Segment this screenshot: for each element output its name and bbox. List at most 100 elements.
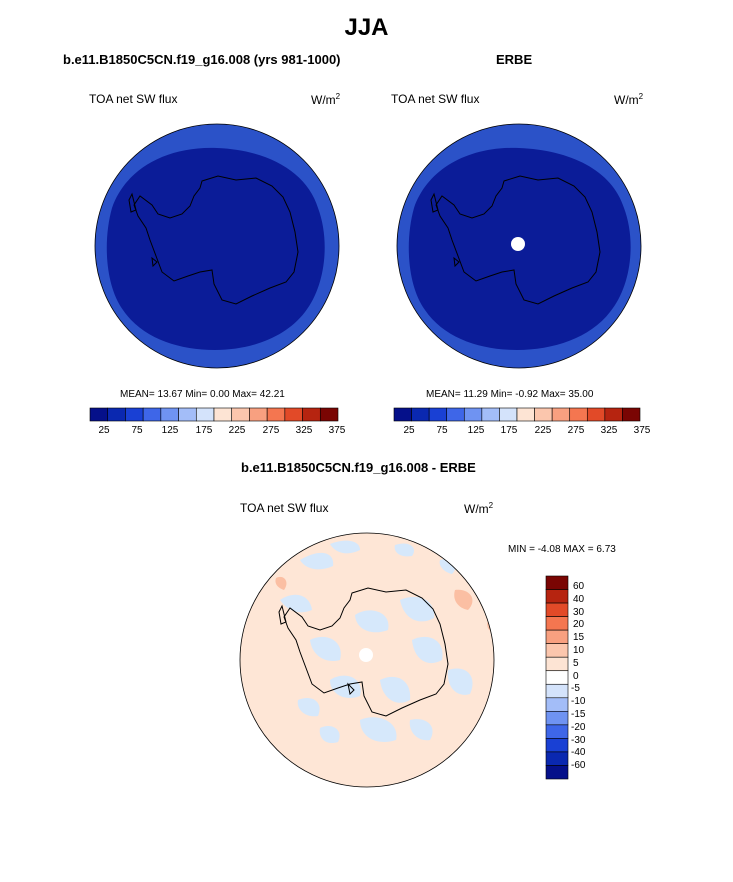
colorbar-swatch [393, 407, 412, 422]
cbar3-label: 5 [573, 658, 579, 669]
panel-1-title: b.e11.B1850C5CN.f19_g16.008 (yrs 981-100… [63, 52, 341, 67]
colorbar-swatch [319, 407, 339, 422]
cbar1-tick: 375 [328, 425, 346, 436]
colorbar-swatch [545, 711, 569, 726]
diff-pole-missing [359, 648, 373, 662]
colorbar-swatch [545, 765, 569, 780]
diff-panel-title: b.e11.B1850C5CN.f19_g16.008 - ERBE [241, 460, 476, 475]
panel-2-pole-missing [511, 237, 525, 251]
cbar2-tick: 125 [467, 425, 485, 436]
panel-1-units: W/m2 [311, 92, 341, 107]
colorbar-swatch [545, 602, 569, 617]
panel-2-title: ERBE [496, 52, 533, 67]
cbar2-tick: 375 [633, 425, 651, 436]
colorbar-swatch [107, 407, 126, 422]
cbar3-label: 15 [573, 632, 585, 643]
colorbar-swatch [284, 407, 303, 422]
cbar3-label: -5 [571, 683, 580, 694]
colorbar-swatch [545, 738, 569, 753]
cbar1-tick: 275 [262, 425, 280, 436]
colorbar-swatch [545, 629, 569, 644]
colorbar-swatch [428, 407, 448, 422]
colorbar-swatch [302, 407, 321, 422]
panel-1-variable: TOA net SW flux [89, 92, 178, 106]
panel-1-stats: MEAN= 13.67 Min= 0.00 Max= 42.21 [120, 389, 285, 400]
colorbar-swatch [516, 407, 535, 422]
panel-2-colorbar [393, 407, 641, 422]
colorbar-swatch [178, 407, 197, 422]
cbar3-label: 60 [573, 581, 585, 592]
colorbar-swatch [545, 751, 569, 766]
cbar1-tick: 25 [98, 425, 110, 436]
colorbar-swatch [545, 656, 569, 672]
colorbar-swatch [231, 407, 250, 422]
panel-2-units: W/m2 [614, 92, 644, 107]
cbar3-label: 20 [573, 619, 585, 630]
colorbar-swatch [569, 407, 588, 422]
cbar3-label: -40 [571, 747, 586, 758]
cbar3-label: -10 [571, 696, 586, 707]
colorbar-swatch [499, 407, 518, 422]
colorbar-swatch [481, 407, 500, 422]
diff-panel-minmax: MIN = -4.08 MAX = 6.73 [508, 544, 616, 555]
cbar3-label: 10 [573, 645, 585, 656]
cbar2-tick: 75 [436, 425, 448, 436]
panel-2-coastline [430, 175, 601, 305]
cbar1-tick: 225 [228, 425, 246, 436]
colorbar-swatch [249, 407, 268, 422]
colorbar-swatch [545, 724, 569, 739]
panel-1-coastline [128, 175, 299, 305]
colorbar-swatch [586, 407, 606, 422]
panel-1-colorbar [89, 407, 339, 422]
colorbar-swatch [545, 616, 569, 631]
colorbar-swatch [195, 407, 215, 422]
colorbar-swatch [411, 407, 430, 422]
cbar2-tick: 25 [403, 425, 415, 436]
diff-coastline [278, 587, 449, 717]
panel-2-stats: MEAN= 11.29 Min= -0.92 Max= 35.00 [426, 389, 594, 400]
cbar2-tick: 275 [567, 425, 585, 436]
colorbar-swatch [604, 407, 623, 422]
panel-2-variable: TOA net SW flux [391, 92, 480, 106]
cbar3-label: -15 [571, 709, 586, 720]
colorbar-swatch [622, 407, 641, 422]
colorbar-swatch [545, 683, 569, 699]
colorbar-swatch [213, 407, 233, 422]
cbar3-label: 30 [573, 607, 585, 618]
colorbar-swatch [266, 407, 286, 422]
colorbar-swatch [545, 697, 569, 712]
colorbar-swatch [545, 643, 569, 658]
colorbar-swatch [545, 589, 569, 604]
colorbar-swatch [545, 670, 569, 685]
diff-panel-variable: TOA net SW flux [240, 501, 329, 515]
colorbar-swatch [160, 407, 179, 422]
cbar1-tick: 125 [161, 425, 179, 436]
colorbar-swatch [463, 407, 483, 422]
colorbar-swatch [551, 407, 571, 422]
cbar3-label: 40 [573, 594, 585, 605]
cbar3-label: -30 [571, 735, 586, 746]
cbar1-tick: 325 [295, 425, 313, 436]
diff-anomaly-patches [275, 540, 494, 744]
cbar3-label: -20 [571, 722, 586, 733]
panel-2-map [396, 123, 642, 369]
cbar2-tick: 225 [534, 425, 552, 436]
colorbar-swatch [89, 407, 109, 422]
panel-1-map [94, 123, 340, 369]
figure-title: JJA [344, 14, 389, 41]
cbar2-tick: 175 [500, 425, 518, 436]
colorbar-swatch [545, 575, 569, 590]
panel-1-inner-field [106, 147, 325, 350]
cbar1-tick: 75 [131, 425, 143, 436]
cbar1-tick: 175 [195, 425, 213, 436]
diff-panel-units: W/m2 [464, 501, 494, 516]
cbar2-tick: 325 [600, 425, 618, 436]
colorbar-swatch [446, 407, 465, 422]
cbar3-label: -60 [571, 760, 586, 771]
colorbar-swatch [534, 407, 553, 422]
colorbar-swatch [142, 407, 162, 422]
cbar3-label: 0 [573, 671, 579, 682]
diff-colorbar [545, 575, 569, 780]
diff-map [239, 532, 495, 788]
